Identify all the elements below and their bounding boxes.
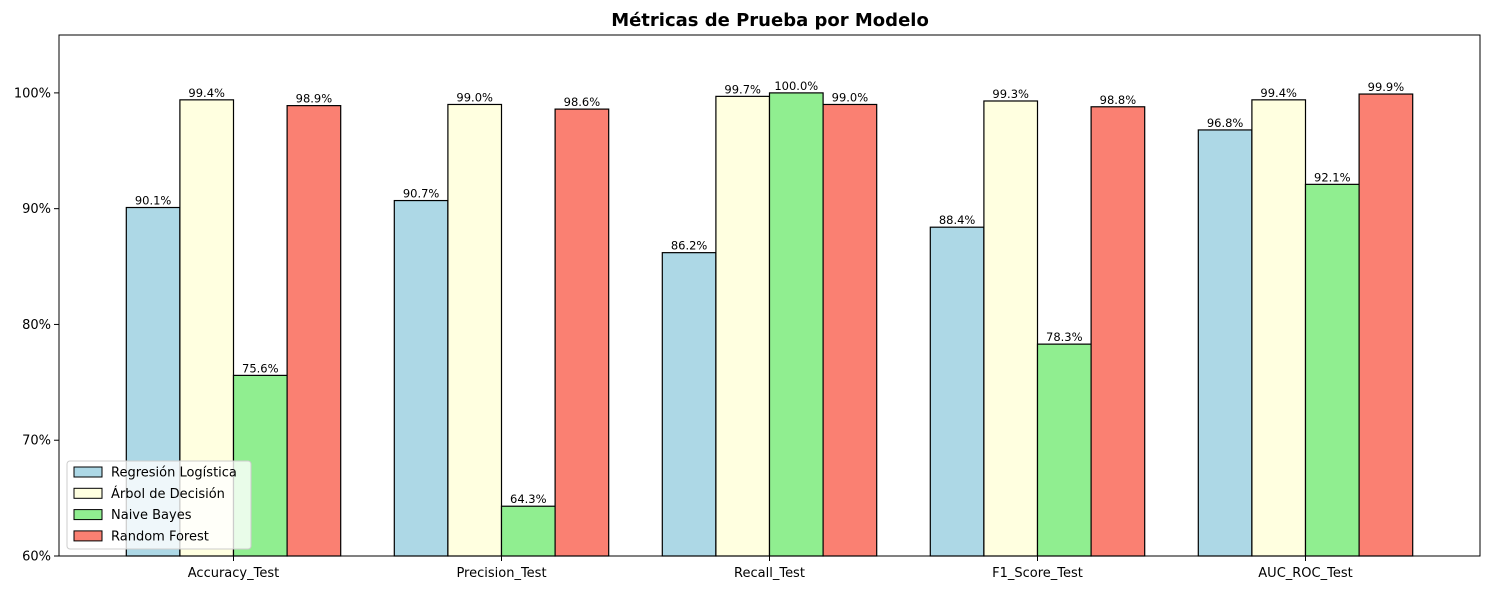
data-label: 99.3%	[992, 87, 1029, 101]
data-label: 99.4%	[188, 86, 225, 100]
x-tick-label: Recall_Test	[734, 566, 805, 581]
data-label: 92.1%	[1314, 170, 1351, 184]
bar-3-recall-test	[768, 92, 824, 557]
data-label: 90.1%	[135, 194, 172, 208]
y-tick-label: 80%	[22, 318, 51, 333]
y-tick-label: 100%	[14, 86, 51, 101]
bar-1-auc-roc-test	[1197, 129, 1253, 557]
bar-2-recall-test	[715, 95, 771, 557]
data-label: 99.7%	[724, 82, 761, 96]
data-label: 98.6%	[564, 95, 601, 109]
x-tick-label: Precision_Test	[456, 566, 546, 581]
data-labels-layer: 90.1% 90.7% 86.2% 88.4% 96.8% 99.4% 99.0% 99.7%…	[135, 79, 1404, 506]
bar-4-recall-test	[822, 103, 878, 557]
bar-4-auc-roc-test	[1358, 93, 1414, 557]
bar-1-f1-score-test	[929, 226, 985, 557]
data-label: 90.7%	[403, 187, 440, 201]
legend-label: Random Forest	[111, 529, 209, 544]
data-label: 64.3%	[510, 492, 547, 506]
y-tick-label: 70%	[22, 434, 51, 449]
data-label: 99.9%	[1368, 80, 1405, 94]
data-label: 99.0%	[456, 90, 493, 104]
bar-2-auc-roc-test	[1251, 99, 1307, 557]
data-label: 100.0%	[774, 79, 818, 93]
bar-3-precision-test	[500, 505, 556, 557]
legend-swatch	[73, 466, 103, 478]
axes-layer: 60% 70% 80% 90% 100% Accuracy_Test Precision_T…	[14, 34, 1481, 581]
bar-4-f1-score-test	[1090, 106, 1146, 557]
bar-1-recall-test	[661, 252, 717, 557]
data-label: 96.8%	[1207, 116, 1244, 130]
data-label: 98.9%	[296, 92, 333, 106]
x-tick-label: Accuracy_Test	[188, 566, 279, 581]
y-tick-label: 90%	[22, 202, 51, 217]
data-label: 75.6%	[242, 361, 279, 375]
bar-2-precision-test	[447, 103, 503, 557]
data-label: 86.2%	[671, 239, 708, 253]
legend-swatch	[73, 487, 103, 499]
y-tick-label: 60%	[22, 550, 51, 565]
legend-label: Naive Bayes	[111, 508, 192, 523]
bar-1-precision-test	[393, 199, 449, 557]
legend-swatch	[73, 530, 103, 542]
legend: Regresión Logística Árbol de Decisión Naiv…	[66, 460, 252, 550]
data-label: 99.0%	[832, 90, 869, 104]
bar-2-f1-score-test	[983, 100, 1039, 557]
data-label: 98.8%	[1100, 93, 1137, 107]
data-label: 99.4%	[1260, 86, 1297, 100]
legend-label: Regresión Logística	[111, 466, 237, 481]
bar-4-precision-test	[554, 108, 610, 557]
bars-layer	[125, 92, 1414, 557]
legend-swatch	[73, 509, 103, 521]
legend-box	[66, 460, 252, 550]
bar-3-f1-score-test	[1036, 343, 1092, 557]
bar-4-accuracy-test	[286, 105, 342, 557]
chart-title: Métricas de Prueba por Modelo	[611, 10, 929, 31]
x-tick-label: F1_Score_Test	[992, 566, 1083, 581]
legend-label: Árbol de Decisión	[111, 486, 225, 502]
data-label: 88.4%	[939, 213, 976, 227]
bar-3-auc-roc-test	[1304, 183, 1360, 557]
data-label: 78.3%	[1046, 330, 1083, 344]
x-tick-label: AUC_ROC_Test	[1258, 566, 1352, 581]
